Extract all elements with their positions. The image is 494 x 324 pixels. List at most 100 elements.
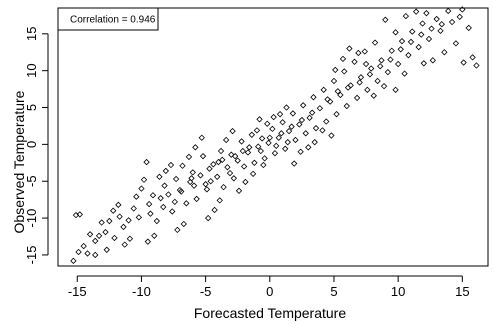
data-point bbox=[298, 116, 306, 124]
data-point bbox=[330, 77, 338, 85]
data-point bbox=[282, 145, 289, 152]
data-point bbox=[193, 195, 200, 203]
x-tick-label: -10 bbox=[132, 284, 151, 299]
data-point bbox=[319, 127, 326, 134]
data-point bbox=[188, 175, 195, 182]
data-point bbox=[84, 250, 91, 257]
y-axis-title: Observed Temperature bbox=[11, 90, 27, 233]
data-point bbox=[269, 125, 276, 133]
data-point bbox=[397, 46, 404, 53]
data-point bbox=[111, 234, 118, 242]
data-point bbox=[169, 208, 176, 215]
data-point bbox=[231, 153, 239, 160]
data-point bbox=[240, 163, 248, 170]
x-axis: -15 -10 -5 0 5 10 15 bbox=[68, 275, 470, 299]
data-point bbox=[323, 118, 330, 125]
data-point bbox=[246, 144, 253, 151]
data-point bbox=[115, 201, 122, 208]
data-point bbox=[98, 219, 105, 226]
data-point bbox=[412, 8, 420, 15]
data-point bbox=[92, 237, 99, 245]
data-point bbox=[409, 28, 416, 35]
data-point bbox=[219, 156, 226, 164]
data-point bbox=[185, 153, 193, 161]
correlation-annotation: Correlation = 0.946 bbox=[70, 15, 156, 26]
y-tick-label: 0 bbox=[24, 141, 39, 148]
data-point bbox=[103, 246, 110, 253]
data-point bbox=[370, 92, 377, 99]
data-point bbox=[377, 63, 384, 70]
x-tick-label: 5 bbox=[330, 284, 337, 299]
correlation-box: Correlation = 0.946 bbox=[57, 7, 159, 31]
data-point bbox=[126, 235, 134, 242]
data-point bbox=[270, 113, 277, 121]
data-point bbox=[110, 207, 117, 214]
data-point bbox=[226, 169, 234, 177]
data-point bbox=[238, 138, 245, 145]
data-point bbox=[224, 164, 231, 171]
data-point bbox=[206, 165, 213, 172]
data-point bbox=[203, 186, 211, 193]
data-point bbox=[380, 82, 388, 90]
data-point bbox=[189, 169, 196, 176]
data-point bbox=[264, 120, 271, 127]
data-point bbox=[353, 94, 361, 102]
data-point bbox=[92, 251, 99, 259]
data-point bbox=[157, 195, 164, 202]
data-point bbox=[125, 217, 132, 224]
data-point bbox=[179, 162, 186, 169]
data-point bbox=[161, 182, 168, 189]
data-point bbox=[459, 6, 466, 13]
data-point bbox=[337, 91, 344, 99]
data-point bbox=[283, 104, 290, 111]
data-point bbox=[261, 155, 268, 162]
data-point bbox=[368, 65, 375, 72]
data-point bbox=[378, 57, 385, 64]
data-point bbox=[211, 206, 218, 214]
data-point bbox=[275, 134, 282, 141]
data-point bbox=[398, 38, 406, 45]
data-point bbox=[356, 79, 363, 86]
data-point bbox=[292, 136, 299, 144]
data-point bbox=[343, 102, 350, 110]
data-point bbox=[296, 121, 303, 128]
data-point bbox=[357, 74, 365, 81]
data-point bbox=[346, 45, 353, 52]
x-tick-label: -15 bbox=[68, 284, 87, 299]
data-point bbox=[258, 135, 266, 142]
data-point bbox=[70, 257, 77, 265]
data-point bbox=[419, 20, 426, 27]
data-point bbox=[230, 175, 238, 182]
data-point bbox=[415, 43, 422, 51]
data-point bbox=[288, 123, 295, 130]
data-point bbox=[401, 70, 408, 77]
data-point bbox=[210, 161, 217, 168]
data-point bbox=[429, 57, 436, 64]
data-point bbox=[149, 192, 157, 199]
x-axis-title: Forecasted Temperature bbox=[194, 305, 346, 321]
data-point bbox=[278, 130, 285, 137]
data-point bbox=[362, 60, 370, 68]
data-point bbox=[394, 60, 402, 68]
data-point bbox=[222, 136, 230, 144]
data-point bbox=[465, 24, 472, 32]
data-point bbox=[448, 18, 456, 26]
data-point bbox=[312, 124, 320, 132]
x-tick-label: 0 bbox=[266, 284, 273, 299]
data-point bbox=[205, 214, 212, 222]
y-tick-label: 15 bbox=[24, 27, 39, 41]
data-point bbox=[392, 29, 399, 36]
data-point bbox=[473, 62, 480, 69]
data-point bbox=[187, 178, 194, 186]
data-point bbox=[361, 48, 368, 55]
data-point bbox=[244, 149, 252, 156]
data-point bbox=[276, 110, 284, 118]
data-point bbox=[438, 21, 445, 28]
data-point bbox=[145, 200, 153, 208]
data-point bbox=[302, 130, 309, 137]
data-point bbox=[469, 54, 476, 61]
y-tick-label: -10 bbox=[24, 209, 39, 228]
data-point bbox=[320, 86, 327, 93]
points-layer bbox=[70, 6, 480, 265]
